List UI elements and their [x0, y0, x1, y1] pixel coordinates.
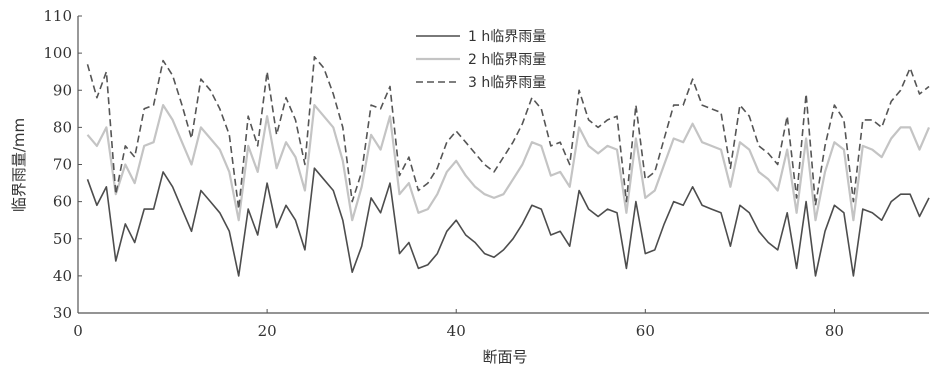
y-axis-title: 临界雨量/mm — [10, 118, 28, 212]
x-tick-label: 80 — [825, 322, 844, 340]
y-tick-label: 100 — [43, 44, 72, 62]
series-line-1 — [86, 167, 930, 277]
x-tick-label: 0 — [73, 322, 83, 340]
legend-label-3: 3 h临界雨量 — [468, 75, 546, 91]
tick-labels: 30 40 50 60 70 80 90 100 110 0 20 40 60 80 — [43, 7, 844, 340]
y-tick-label: 110 — [43, 7, 72, 25]
x-tick-label: 20 — [258, 322, 277, 340]
y-tick-label: 80 — [53, 118, 72, 136]
y-tick-label: 30 — [53, 304, 72, 322]
legend: 1 h临界雨量 2 h临界雨量 3 h临界雨量 — [416, 29, 546, 91]
y-tick-label: 50 — [53, 230, 72, 248]
legend-label-1: 1 h临界雨量 — [468, 29, 546, 45]
axes — [77, 15, 929, 314]
legend-label-2: 2 h临界雨量 — [468, 52, 546, 68]
series-layer — [86, 55, 931, 277]
series-line-3 — [86, 55, 930, 210]
y-tick-label: 60 — [53, 193, 72, 211]
x-tick-label: 40 — [447, 322, 466, 340]
y-tick-label: 70 — [53, 156, 72, 174]
x-axis-title: 断面号 — [482, 348, 527, 366]
y-tick-label: 40 — [53, 267, 72, 285]
x-tick-label: 60 — [636, 322, 655, 340]
y-tick-label: 90 — [53, 81, 72, 99]
series-line-2 — [86, 103, 931, 222]
